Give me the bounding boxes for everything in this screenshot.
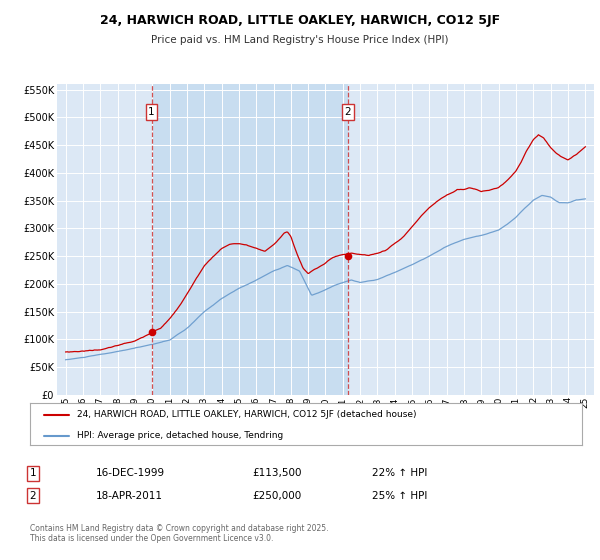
Text: 1: 1 (148, 107, 155, 117)
Text: £113,500: £113,500 (252, 468, 302, 478)
Text: 22% ↑ HPI: 22% ↑ HPI (372, 468, 427, 478)
Text: 24, HARWICH ROAD, LITTLE OAKLEY, HARWICH, CO12 5JF: 24, HARWICH ROAD, LITTLE OAKLEY, HARWICH… (100, 14, 500, 27)
Text: 18-APR-2011: 18-APR-2011 (96, 491, 163, 501)
Text: 16-DEC-1999: 16-DEC-1999 (96, 468, 165, 478)
Text: £250,000: £250,000 (252, 491, 301, 501)
Text: 25% ↑ HPI: 25% ↑ HPI (372, 491, 427, 501)
Text: 2: 2 (344, 107, 351, 117)
Text: Contains HM Land Registry data © Crown copyright and database right 2025.
This d: Contains HM Land Registry data © Crown c… (30, 524, 329, 543)
Bar (152, 84, 348, 395)
Text: 2: 2 (29, 491, 37, 501)
Text: HPI: Average price, detached house, Tendring: HPI: Average price, detached house, Tend… (77, 431, 283, 441)
Text: Price paid vs. HM Land Registry's House Price Index (HPI): Price paid vs. HM Land Registry's House … (151, 35, 449, 45)
Text: 1: 1 (29, 468, 37, 478)
Text: 24, HARWICH ROAD, LITTLE OAKLEY, HARWICH, CO12 5JF (detached house): 24, HARWICH ROAD, LITTLE OAKLEY, HARWICH… (77, 410, 416, 419)
